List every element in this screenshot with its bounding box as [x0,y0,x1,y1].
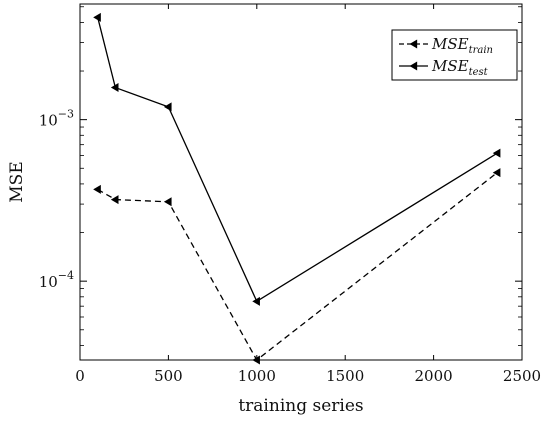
x-axis-title: training series [238,396,363,416]
x-tick-label: 2000 [415,367,453,385]
data-point [492,168,501,178]
series-test [93,12,501,306]
data-point [252,296,260,306]
axis-ticks [79,4,523,360]
x-tick-label: 1500 [326,367,364,385]
series-train [93,168,501,365]
legend-marker [409,39,418,49]
data-point [110,195,119,205]
legend-label: MSEtrain [431,35,493,56]
data-point [93,12,101,22]
tick-labels: 0 500 1000 1500 2000 2500 10−4 10−3 [39,108,541,385]
x-tick-label: 2500 [503,367,541,385]
data-point [492,148,501,158]
y-tick-label: 10−3 [39,108,74,130]
y-tick-label: 10−4 [39,269,74,291]
data-point [163,102,172,112]
x-tick-label: 500 [154,367,183,385]
legend-box [391,29,518,81]
x-tick-label: 1000 [238,367,276,385]
x-tick-label: 0 [75,367,85,385]
data-point [252,355,260,365]
series-layer [93,12,501,365]
data-point [93,184,101,194]
data-point [163,197,172,207]
legend-label: MSEtest [431,57,489,78]
legend-marker [409,61,418,71]
y-axis-title: MSE [7,161,27,202]
data-point [110,83,119,93]
